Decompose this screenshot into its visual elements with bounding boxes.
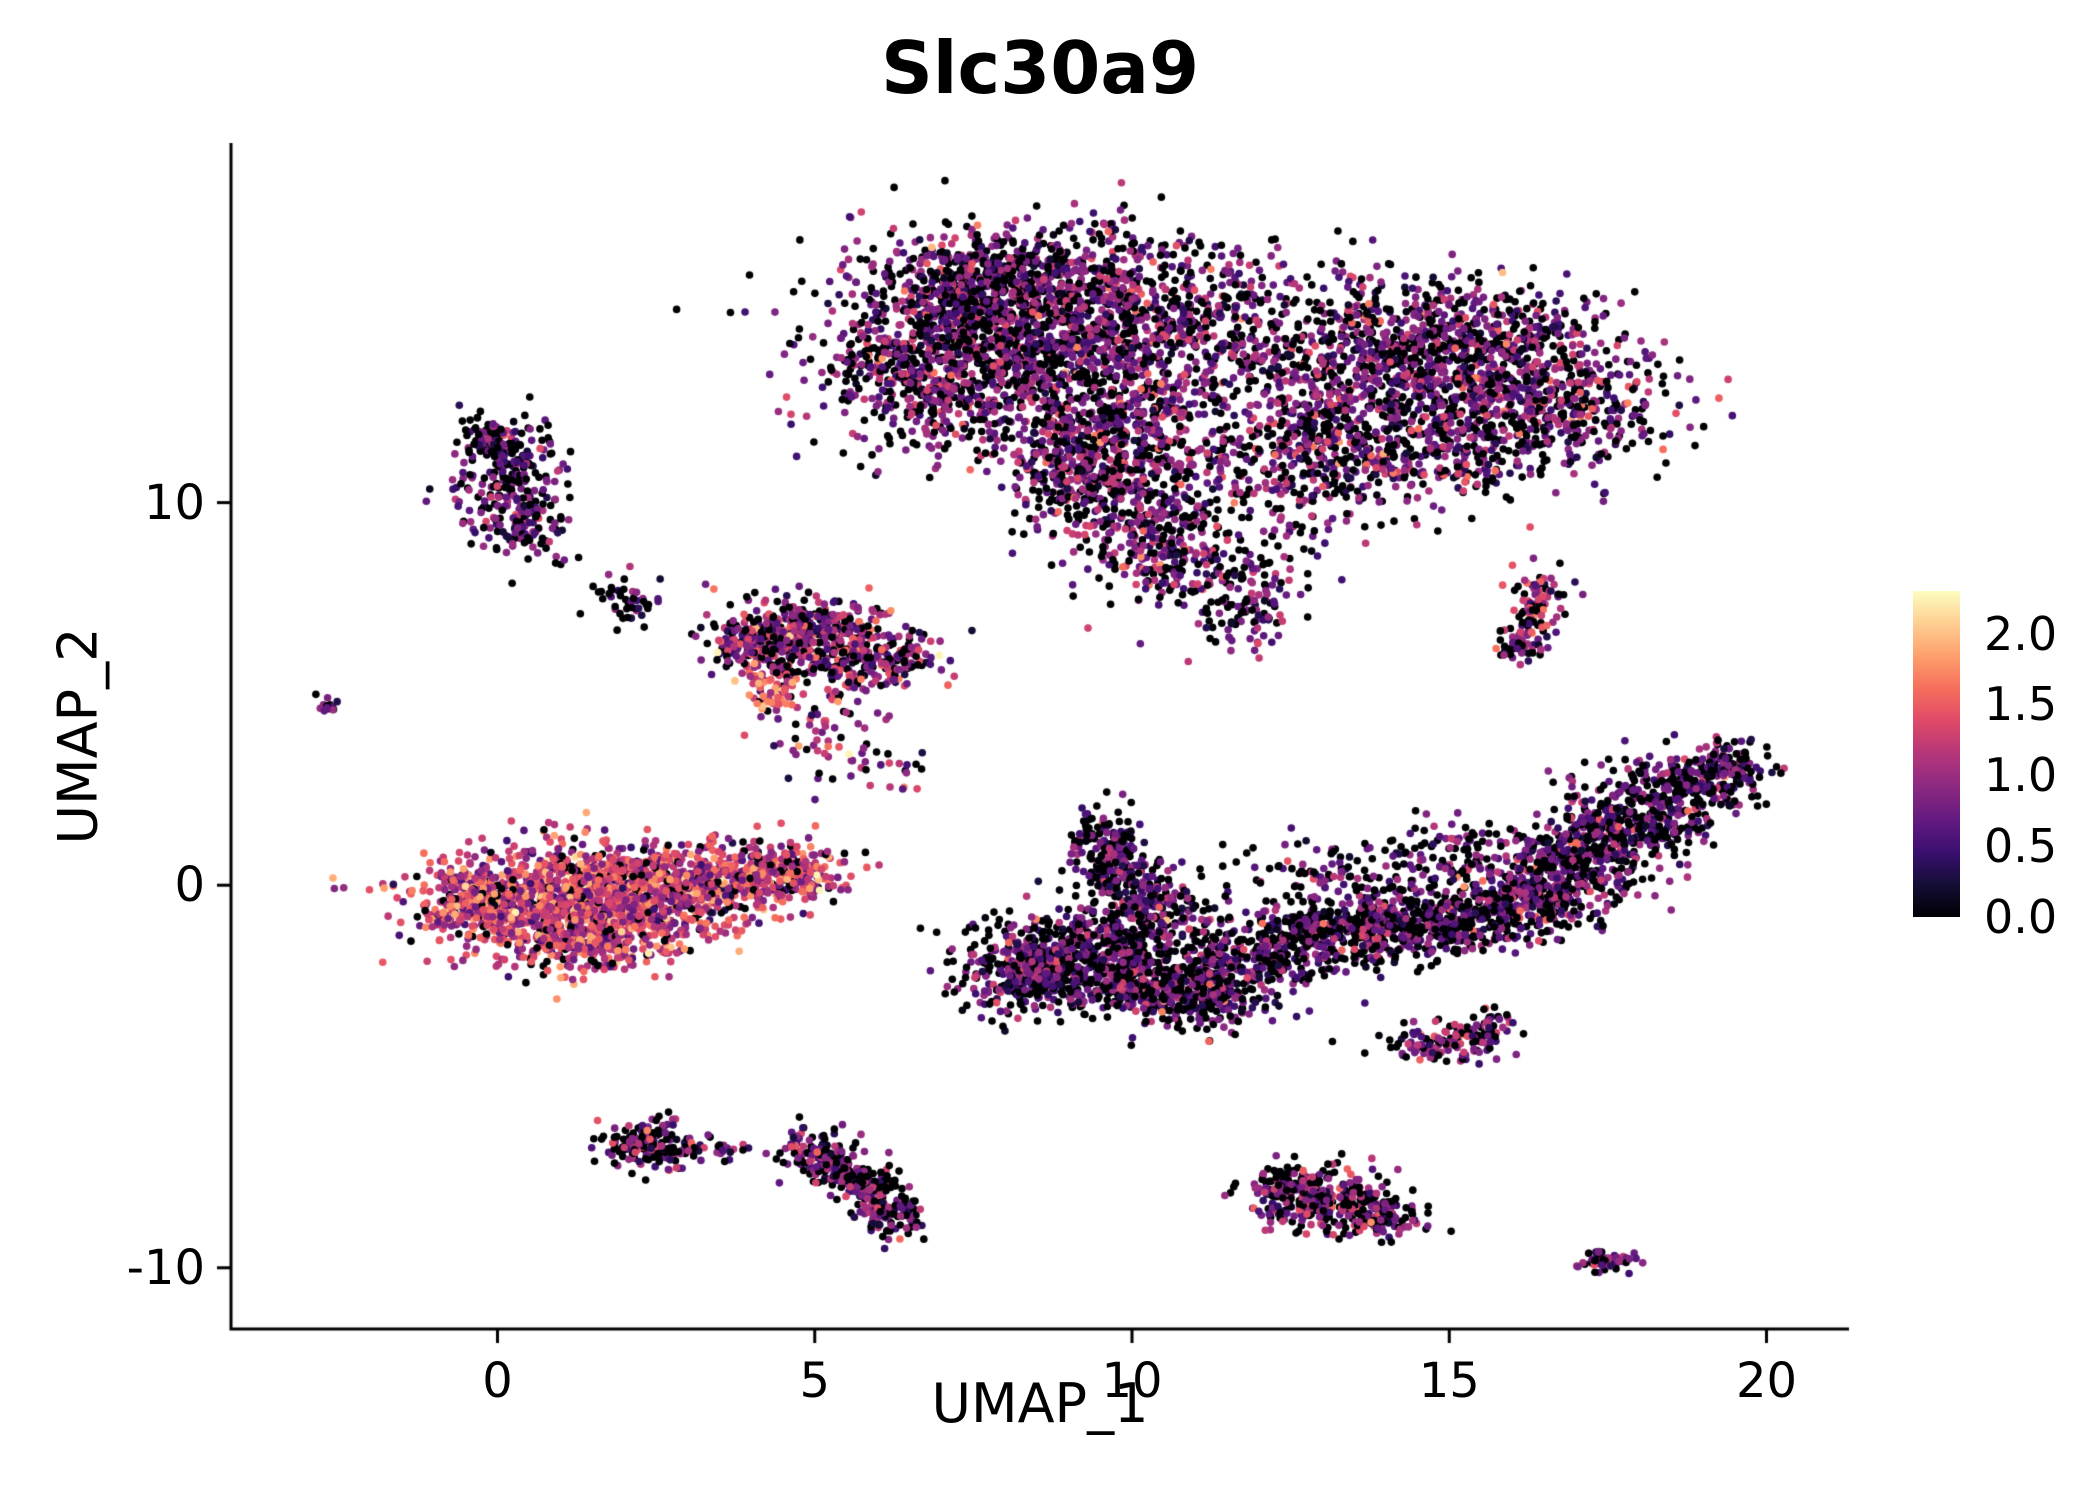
- colorbar-gradient: [1913, 591, 1960, 917]
- legend-tick-label: 0.5: [1984, 819, 2058, 874]
- x-tick-label: 5: [799, 1353, 831, 1409]
- legend-tick-label: 2.0: [1984, 606, 2058, 661]
- x-axis-title: UMAP_1: [931, 1372, 1149, 1435]
- plot-title: Slc30a9: [880, 26, 1200, 110]
- x-tick-label: 15: [1418, 1353, 1480, 1409]
- y-tick-label: 10: [143, 474, 205, 531]
- x-tick-label: 10: [1101, 1353, 1163, 1409]
- y-tick-label: -10: [126, 1239, 205, 1296]
- x-tick-label: 20: [1735, 1353, 1798, 1409]
- y-tick-label: 0: [174, 857, 205, 914]
- y-axis-title: UMAP_2: [46, 627, 110, 845]
- x-tick-label: 0: [482, 1353, 513, 1409]
- legend-tick-label: 1.0: [1984, 748, 2058, 803]
- legend-tick-label: 1.5: [1984, 677, 2058, 732]
- legend-tick-label: 0.0: [1984, 890, 2058, 944]
